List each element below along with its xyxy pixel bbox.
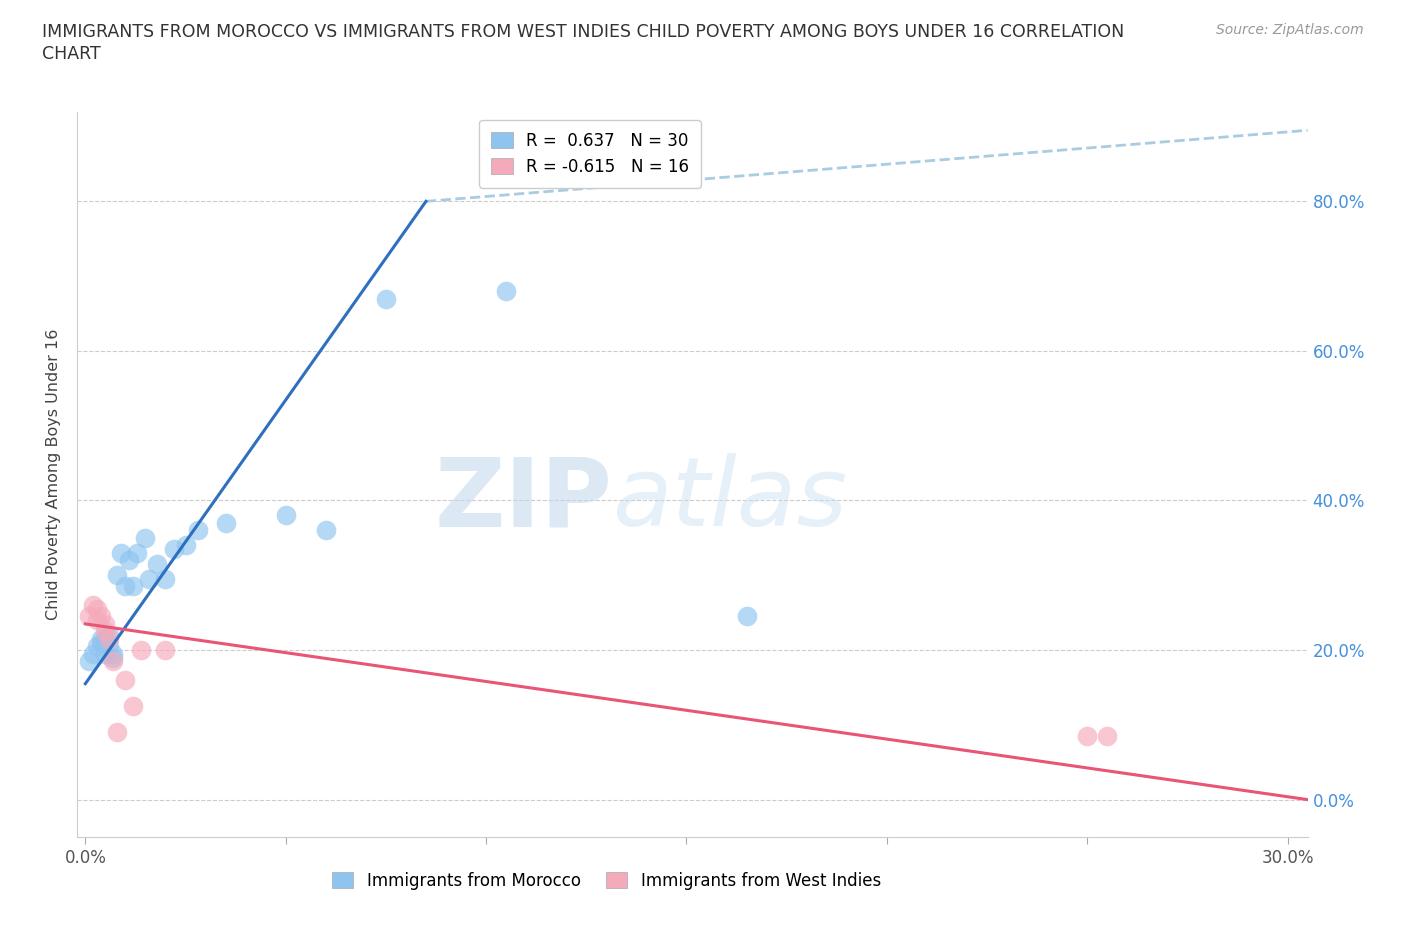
Point bbox=[1095, 728, 1118, 743]
Point bbox=[187, 523, 209, 538]
Point bbox=[134, 530, 156, 545]
Point bbox=[114, 579, 136, 594]
Point bbox=[103, 646, 125, 661]
Point bbox=[162, 541, 184, 556]
Point bbox=[138, 572, 160, 587]
Point bbox=[107, 568, 129, 583]
Point bbox=[98, 631, 121, 646]
Point bbox=[86, 639, 108, 654]
Point bbox=[90, 631, 112, 646]
Text: atlas: atlas bbox=[613, 453, 848, 546]
Text: Source: ZipAtlas.com: Source: ZipAtlas.com bbox=[1216, 23, 1364, 37]
Point bbox=[155, 572, 177, 587]
Point bbox=[131, 643, 153, 658]
Point bbox=[214, 515, 236, 530]
Point bbox=[86, 613, 108, 628]
Legend: Immigrants from Morocco, Immigrants from West Indies: Immigrants from Morocco, Immigrants from… bbox=[321, 860, 893, 901]
Text: IMMIGRANTS FROM MOROCCO VS IMMIGRANTS FROM WEST INDIES CHILD POVERTY AMONG BOYS : IMMIGRANTS FROM MOROCCO VS IMMIGRANTS FR… bbox=[42, 23, 1125, 41]
Point bbox=[315, 523, 337, 538]
Point bbox=[79, 654, 101, 669]
Text: CHART: CHART bbox=[42, 45, 101, 62]
Point bbox=[98, 628, 121, 643]
Point bbox=[103, 650, 125, 665]
Point bbox=[82, 598, 104, 613]
Point bbox=[374, 291, 396, 306]
Point bbox=[735, 609, 758, 624]
Point bbox=[155, 643, 177, 658]
Point bbox=[127, 545, 149, 560]
Y-axis label: Child Poverty Among Boys Under 16: Child Poverty Among Boys Under 16 bbox=[46, 328, 62, 620]
Point bbox=[1076, 728, 1098, 743]
Point bbox=[118, 552, 141, 567]
Point bbox=[122, 698, 145, 713]
Point bbox=[122, 579, 145, 594]
Point bbox=[94, 624, 117, 639]
Point bbox=[107, 724, 129, 739]
Point bbox=[274, 508, 297, 523]
Point bbox=[86, 602, 108, 617]
Point bbox=[98, 639, 121, 654]
Point bbox=[94, 646, 117, 661]
Point bbox=[174, 538, 197, 552]
Point bbox=[114, 672, 136, 687]
Point bbox=[146, 556, 169, 571]
Point bbox=[94, 631, 117, 646]
Point bbox=[94, 617, 117, 631]
Point bbox=[82, 646, 104, 661]
Point bbox=[495, 284, 517, 299]
Point bbox=[110, 545, 132, 560]
Point bbox=[79, 609, 101, 624]
Point bbox=[103, 654, 125, 669]
Text: ZIP: ZIP bbox=[434, 453, 613, 546]
Point bbox=[90, 635, 112, 650]
Point bbox=[90, 609, 112, 624]
